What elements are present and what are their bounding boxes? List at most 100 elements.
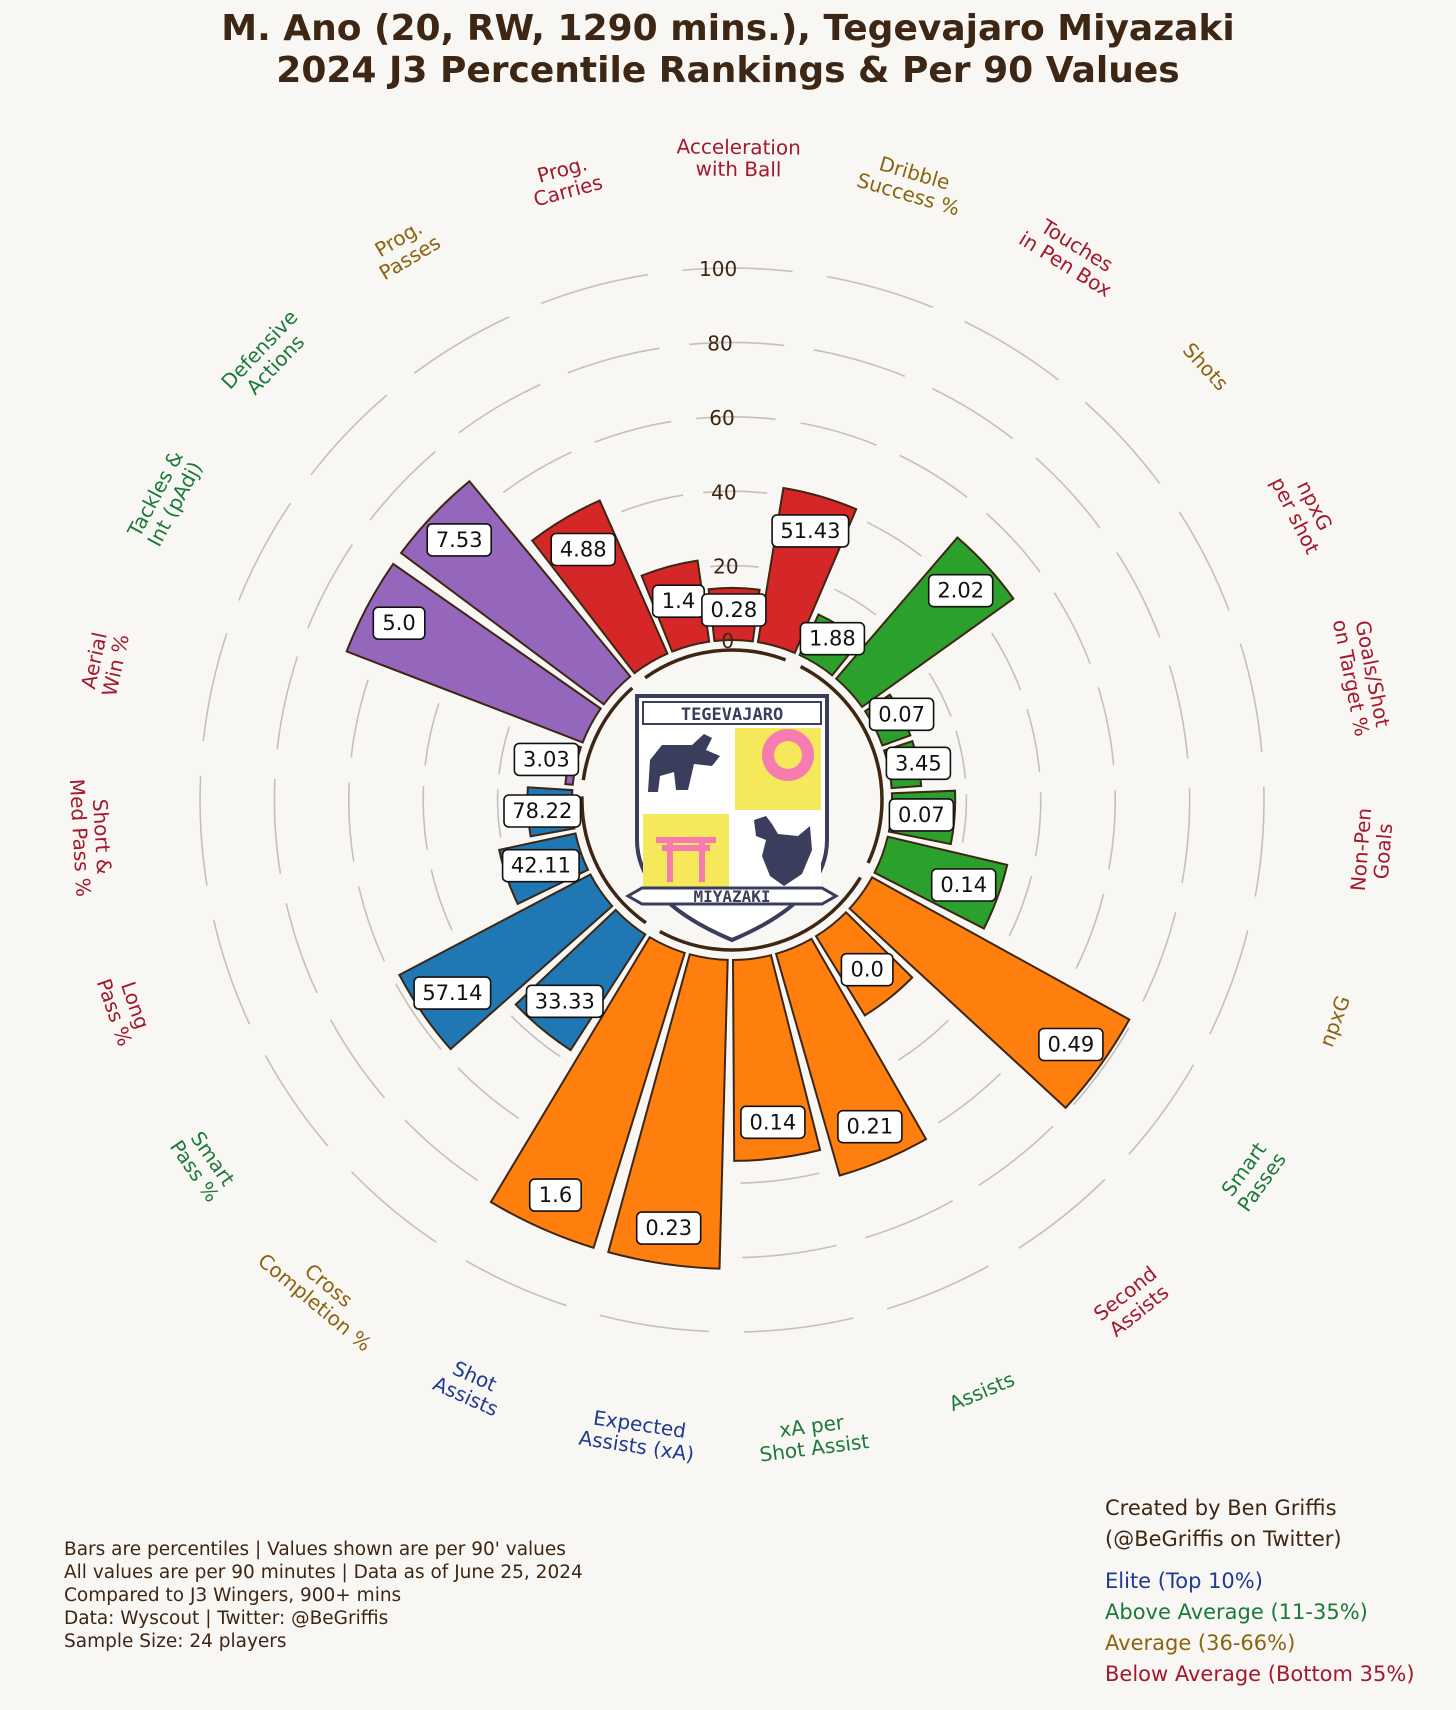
value-text: 0.14 — [750, 1110, 797, 1134]
legend: Elite (Top 10%) Above Average (11-35%) A… — [1105, 1566, 1415, 1690]
grid-arc — [540, 273, 648, 305]
grid-arc — [1035, 457, 1101, 529]
value-text: 5.0 — [382, 611, 415, 635]
grid-arc — [1168, 665, 1189, 759]
legend-item-average: Average (36-66%) — [1105, 1631, 1296, 1655]
grid-arc — [866, 521, 922, 557]
grid-arc — [1053, 592, 1091, 664]
value-box — [885, 746, 952, 781]
value-box — [930, 868, 997, 902]
grid-arc — [1026, 708, 1041, 773]
grid-arc — [1181, 788, 1191, 884]
metric-label: Shots — [1178, 338, 1233, 395]
grid-arc — [285, 903, 318, 994]
value-label: 1.88 — [799, 621, 866, 656]
group-arc-shooting — [799, 665, 884, 864]
grid-arc — [886, 1265, 989, 1310]
value-box — [501, 848, 580, 883]
grid-arc — [961, 794, 968, 843]
value-label: 0.49 — [1038, 1027, 1104, 1062]
grid-arc — [1209, 930, 1249, 1035]
value-text: 57.14 — [422, 981, 482, 1005]
note-line: Data: Wyscout | Twitter: @BeGriffis — [64, 1608, 389, 1629]
grid-arc — [897, 1019, 949, 1061]
grid-arc — [710, 564, 759, 568]
credit-line: Created by Ben Griffis — [1105, 1496, 1337, 1520]
grid-arc — [928, 672, 952, 717]
logo-top-text: TEGEVAJARO — [681, 705, 783, 725]
grid-arc — [357, 886, 386, 962]
value-text: 7.53 — [436, 528, 483, 552]
grid-arc — [689, 341, 785, 347]
grid-arc — [985, 512, 1041, 573]
value-label: 78.22 — [503, 794, 582, 828]
value-text: 2.02 — [937, 579, 984, 603]
value-label: 7.53 — [426, 523, 493, 557]
value-box — [550, 532, 617, 567]
value-box — [413, 976, 492, 1010]
value-box — [372, 606, 426, 641]
value-box — [799, 621, 866, 656]
value-box — [1038, 1027, 1104, 1062]
value-label: 0.14 — [930, 868, 997, 902]
value-label: 4.88 — [550, 532, 617, 567]
grid-arc — [329, 1019, 386, 1099]
note-line: Bars are percentiles | Values shown are … — [64, 1539, 566, 1560]
grid-arc — [404, 1119, 479, 1182]
grid-arc — [1254, 786, 1265, 897]
radial-tick-label: 60 — [709, 406, 734, 430]
grid-arc — [1108, 790, 1116, 870]
grid-arc — [276, 656, 299, 750]
grid-arc — [422, 785, 428, 850]
value-text: 0.28 — [711, 598, 758, 622]
group-arcs — [580, 648, 884, 952]
grid-arc — [395, 983, 442, 1050]
group-arc-carrying — [644, 648, 787, 680]
value-text: 0.14 — [940, 873, 987, 897]
bar-shot-assists — [489, 935, 686, 1250]
grid-arc — [621, 494, 684, 513]
grid-arc — [1075, 893, 1105, 969]
legend-item-above-average: Above Average (11-35%) — [1105, 1600, 1368, 1624]
grid-arc — [826, 275, 934, 309]
grid-arc — [1178, 511, 1230, 611]
value-label: 0.07 — [888, 798, 955, 832]
radial-tick-label: 0 — [721, 629, 734, 653]
value-label: 3.45 — [885, 746, 952, 781]
radial-tick-label: 80 — [707, 332, 732, 356]
title-line-1: M. Ano (20, RW, 1290 mins.), Tegevajaro … — [221, 8, 1235, 49]
radial-tick-label: 20 — [713, 555, 738, 579]
grid-arc — [899, 454, 968, 499]
grid-arc — [424, 702, 440, 766]
note-line: Compared to J3 Wingers, 900+ mins — [64, 1585, 402, 1606]
note-line: All values are per 90 minutes | Data as … — [64, 1562, 583, 1583]
value-label: 42.11 — [501, 848, 580, 883]
metric-label-line: with Ball — [695, 157, 781, 182]
metric-label-line: Short & — [88, 798, 116, 875]
grid-arc — [496, 789, 502, 838]
grid-arc — [1084, 401, 1161, 484]
value-text: 0.21 — [847, 1115, 894, 1139]
grid-arc — [307, 544, 353, 629]
grid-arc — [510, 1015, 561, 1058]
grid-arc — [457, 1067, 520, 1120]
grid-arc — [1239, 643, 1263, 752]
value-text: 1.88 — [809, 627, 856, 651]
grid-arc — [413, 316, 510, 374]
value-label: 0.23 — [635, 1211, 702, 1245]
footnotes: Bars are percentiles | Values shown are … — [64, 1538, 583, 1653]
legend-item-elite: Elite (Top 10%) — [1105, 1569, 1263, 1593]
bull-icon — [648, 734, 720, 792]
grid-arc — [350, 1171, 437, 1243]
group-arc-creating — [658, 876, 862, 952]
